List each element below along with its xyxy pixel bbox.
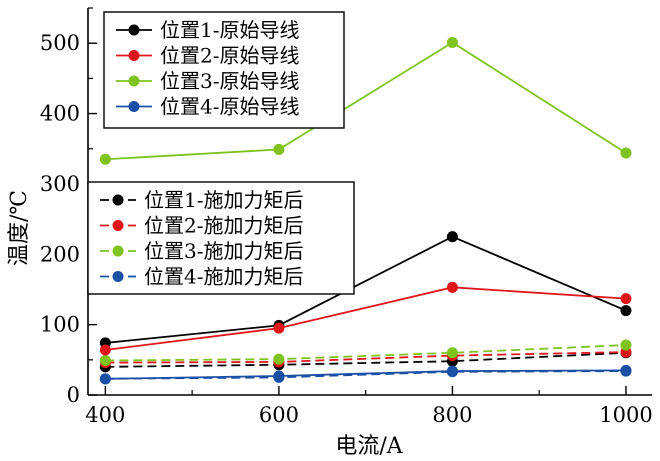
y-axis-label: 温度/℃ <box>7 190 32 266</box>
data-point <box>620 293 632 305</box>
legend-entry: 位置4-原始导线 <box>116 95 299 119</box>
series-2 <box>99 281 632 356</box>
data-point <box>620 339 632 351</box>
legend-label: 位置1-施加力矩后 <box>144 188 303 212</box>
legend-marker <box>112 220 124 231</box>
legend-label: 位置1-原始导线 <box>160 18 299 42</box>
y-tick-label: 400 <box>40 102 80 126</box>
legend-marker <box>112 194 124 206</box>
y-tick-label: 200 <box>40 242 80 266</box>
series-line <box>105 351 626 364</box>
data-point <box>99 355 111 367</box>
series-line <box>105 41 627 161</box>
series-6 <box>99 346 632 369</box>
legend-entry: 位置4-施加力矩后 <box>100 265 303 289</box>
series-8 <box>99 365 632 385</box>
x-tick-label: 1000 <box>599 403 652 427</box>
axes: 0 100 200 300 400 500 400 600 800 1000 <box>40 7 653 427</box>
data-point <box>446 36 458 48</box>
data-point <box>446 347 458 359</box>
data-point <box>273 370 285 382</box>
legend-label: 位置4-原始导线 <box>160 95 299 119</box>
data-point <box>620 305 632 317</box>
series-line <box>105 286 627 351</box>
legend-label: 位置2-施加力矩后 <box>144 214 303 238</box>
data-point <box>273 353 285 365</box>
data-point <box>446 231 458 243</box>
y-tick-label: 500 <box>40 31 80 55</box>
data-point <box>99 153 111 165</box>
series-line <box>105 344 627 362</box>
data-point <box>273 322 285 334</box>
x-axis-label: 电流/A <box>335 434 403 459</box>
x-tick-label: 600 <box>259 403 299 427</box>
x-tick-label: 800 <box>432 403 472 427</box>
legend-entry: 位置3-原始导线 <box>116 69 299 93</box>
y-tick-label: 300 <box>40 172 80 196</box>
y-tick-label: 100 <box>40 313 80 337</box>
legend-entry: 位置2-原始导线 <box>116 44 299 68</box>
data-point <box>446 281 458 293</box>
series-4 <box>99 364 632 385</box>
legend-marker <box>112 245 124 257</box>
legend-entry: 位置3-施加力矩后 <box>100 239 303 263</box>
legend-label: 位置3-施加力矩后 <box>144 239 303 263</box>
legend-marker <box>128 50 140 61</box>
series-line <box>105 235 627 344</box>
legend-entry: 位置2-施加力矩后 <box>100 214 303 238</box>
data-point <box>99 344 111 356</box>
legend-entry: 位置1-原始导线 <box>116 18 299 42</box>
legend-box <box>103 11 345 129</box>
data-point <box>620 364 632 376</box>
series-line <box>105 369 626 380</box>
series-3 <box>99 36 632 165</box>
legend-entry: 位置1-施加力矩后 <box>100 188 303 212</box>
legend-marker <box>112 271 124 282</box>
legend-marker <box>128 75 140 87</box>
series-line <box>105 351 627 368</box>
data-point <box>446 365 458 377</box>
series-layer <box>99 36 632 385</box>
data-point <box>620 147 632 159</box>
legend-label: 位置2-原始导线 <box>160 44 299 68</box>
data-point <box>99 373 111 385</box>
x-tick-label: 400 <box>85 403 125 427</box>
legend-label: 位置3-原始导线 <box>160 69 299 93</box>
series-7 <box>99 339 632 367</box>
legend-marker <box>128 24 140 36</box>
data-point <box>273 143 285 155</box>
legend-marker <box>128 101 140 112</box>
y-tick-label: 0 <box>67 383 80 407</box>
legend-label: 位置4-施加力矩后 <box>144 265 303 289</box>
